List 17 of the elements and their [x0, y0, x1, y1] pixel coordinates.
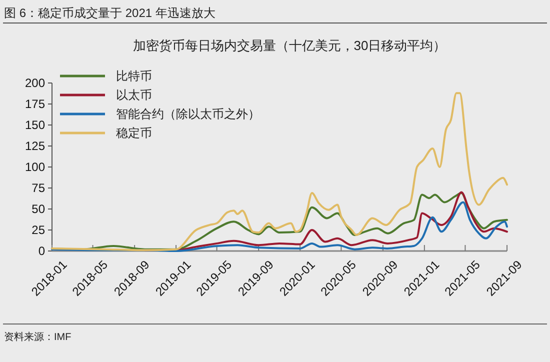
chart-subtitle: 加密货币每日场内交易量（十亿美元，30日移动平均） — [132, 38, 446, 53]
line-series — [51, 201, 508, 252]
y-tick-label: 75 — [32, 181, 46, 196]
legend-label: 智能合约（除以太币之外） — [116, 107, 260, 122]
legend-label: 以太币 — [116, 88, 152, 102]
y-tick-label: 100 — [24, 160, 46, 174]
y-tick-label: 125 — [24, 139, 46, 154]
legend-label: 稳定币 — [116, 126, 152, 140]
y-tick-label: 0 — [38, 244, 46, 258]
y-tick-label: 50 — [32, 202, 46, 216]
y-tick-label: 150 — [24, 118, 46, 132]
legend-label: 比特币 — [116, 69, 152, 84]
y-tick-label: 200 — [24, 76, 46, 90]
chart-title: 图 6：稳定币成交量于 2021 年迅速放大 — [4, 6, 216, 20]
y-tick-label: 25 — [32, 223, 46, 238]
text: 资料来源：IMF — [4, 331, 72, 343]
y-tick-label: 175 — [24, 97, 46, 112]
